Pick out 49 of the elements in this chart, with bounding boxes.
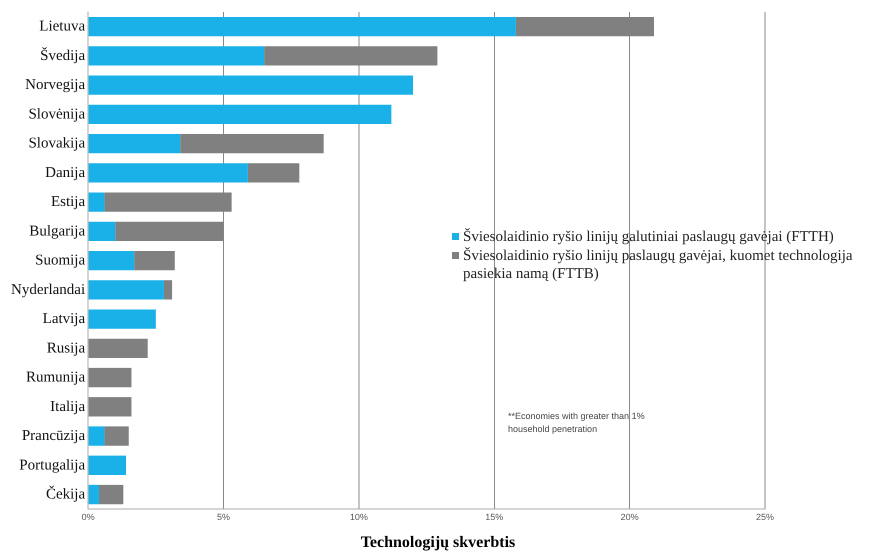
x-axis-title: Technologijų skverbtis — [360, 534, 516, 552]
bar — [88, 456, 126, 475]
y-tick-label: Italija — [50, 398, 86, 415]
y-tick-label: Lietuva — [39, 18, 86, 35]
bar — [88, 46, 264, 66]
y-tick-label: Portugalija — [19, 457, 86, 474]
y-tick-label: Rumunija — [26, 370, 86, 386]
bar — [88, 250, 134, 270]
y-tick-label: Prancūzija — [22, 428, 86, 444]
x-tick-label: 20% — [620, 512, 639, 522]
y-tick-label: Bulgarija — [29, 223, 86, 240]
bar — [88, 16, 516, 36]
bar — [88, 309, 156, 329]
bar — [88, 134, 180, 154]
y-tick-label: Rusija — [46, 340, 86, 356]
x-tick-label: 25% — [756, 512, 774, 522]
x-tick-label: 5% — [217, 512, 230, 522]
bar — [88, 192, 104, 212]
bar — [88, 222, 116, 242]
x-tick-label: 0% — [82, 512, 95, 522]
bar — [248, 163, 300, 183]
y-tick-label: Danija — [45, 164, 86, 181]
x-tick-label: 10% — [350, 512, 368, 522]
bar — [88, 368, 132, 388]
y-tick-label: Estija — [50, 194, 86, 210]
bar — [88, 163, 248, 183]
bar — [104, 426, 129, 446]
legend-label: Šviesolaidinio ryšio linijų paslaugų gavėjai, kuomet technologija pasiekia namą (FTTB) — [463, 247, 854, 283]
y-tick-label: Suomija — [35, 252, 86, 269]
y-tick-label: Švedija — [40, 46, 86, 64]
x-tick-label: 15% — [485, 512, 504, 522]
bar — [134, 250, 175, 270]
bar — [88, 484, 99, 504]
annotation: **Economies with greater than 1% household penetration — [508, 410, 646, 436]
y-tick-label: Čekija — [46, 486, 86, 503]
y-tick-label: Latvija — [42, 311, 86, 328]
y-tick-label: Norvegija — [25, 77, 86, 94]
bar — [88, 75, 414, 95]
bar — [88, 426, 104, 446]
bar — [88, 280, 164, 300]
bar — [88, 397, 132, 416]
y-tick-label: Slovakija — [28, 136, 86, 152]
bar — [88, 104, 392, 124]
y-tick-label: Slovėnija — [28, 106, 86, 122]
bar — [98, 484, 124, 504]
bar — [88, 338, 148, 358]
y-tick-label: Nyderlandai — [10, 282, 86, 298]
bar — [164, 280, 172, 300]
legend-label: Šviesolaidinio ryšio linijų galutiniai paslaugų gavėjai (FTTH) — [463, 228, 834, 246]
